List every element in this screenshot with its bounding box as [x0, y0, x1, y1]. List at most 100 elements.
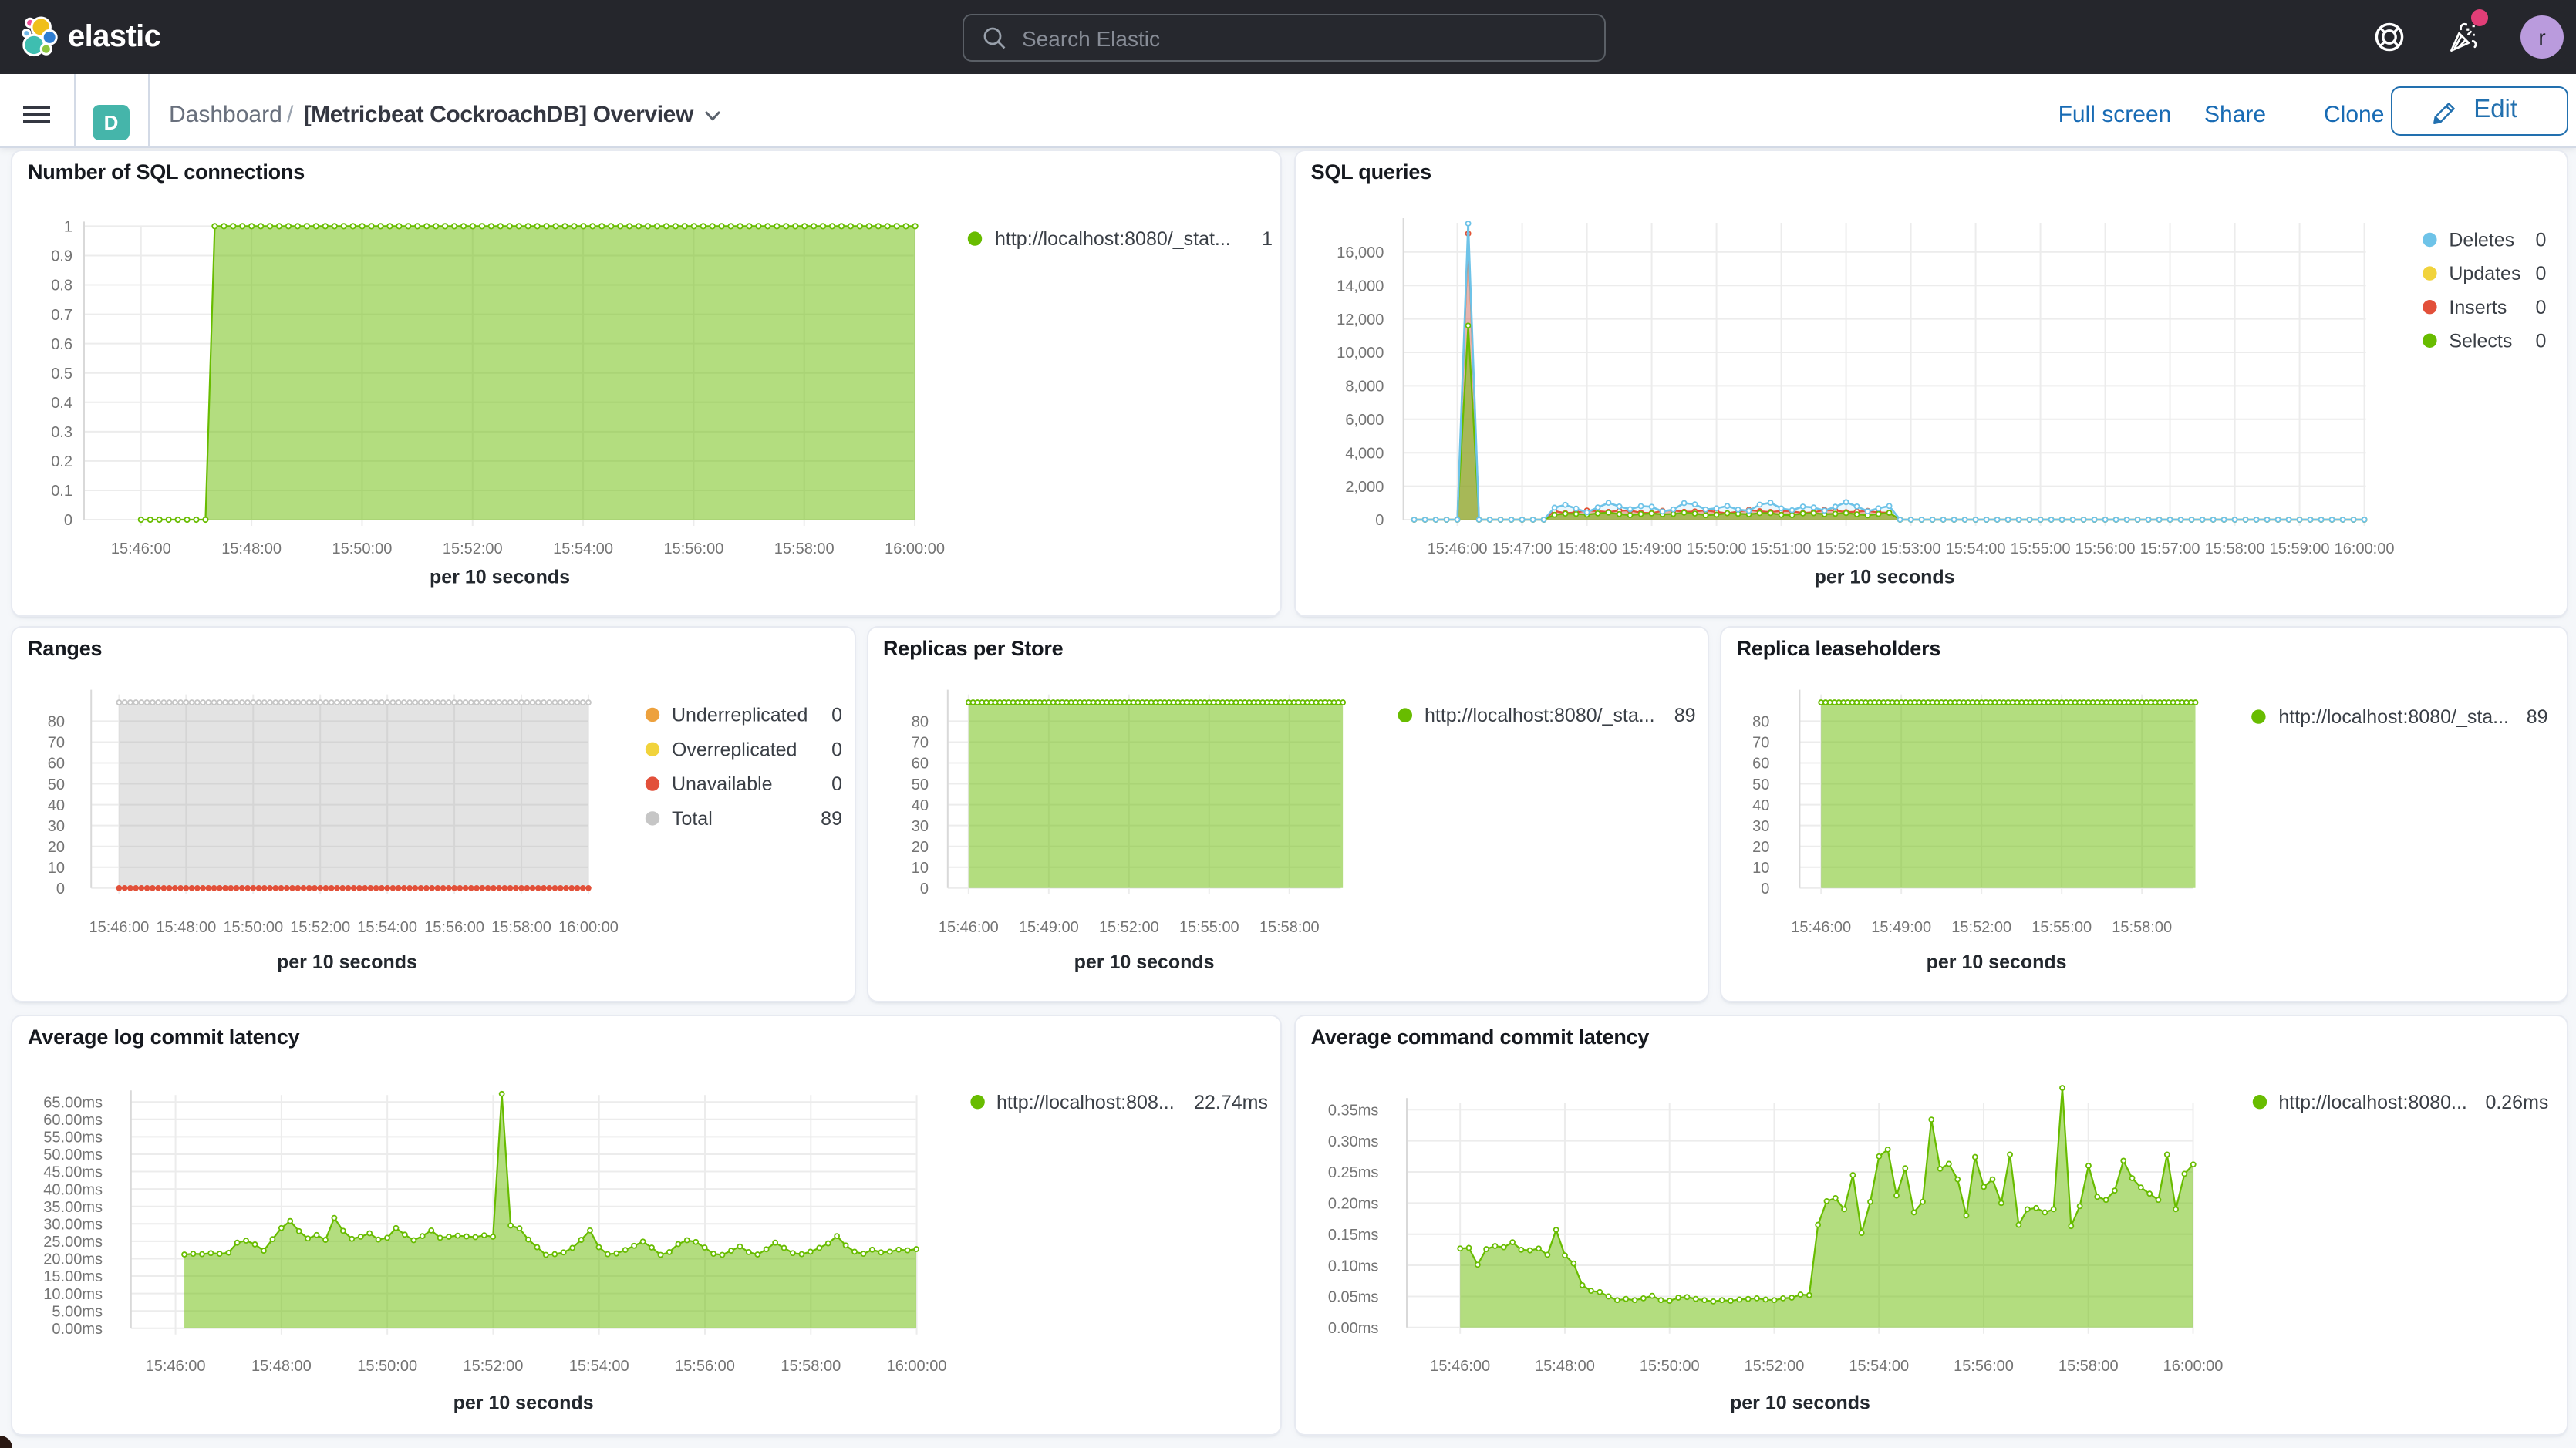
- svg-text:10,000: 10,000: [1337, 344, 1384, 361]
- svg-text:per 10 seconds: per 10 seconds: [453, 1392, 594, 1413]
- svg-text:15:58:00: 15:58:00: [1259, 918, 1319, 935]
- svg-text:40: 40: [911, 796, 928, 813]
- svg-text:15:48:00: 15:48:00: [221, 540, 282, 557]
- svg-text:15:52:00: 15:52:00: [1744, 1358, 1804, 1375]
- svg-text:http://localhost:808...: http://localhost:808...: [996, 1092, 1175, 1113]
- svg-text:0.2: 0.2: [51, 453, 72, 470]
- svg-text:15:58:00: 15:58:00: [781, 1358, 841, 1375]
- svg-text:per 10 seconds: per 10 seconds: [1730, 1392, 1870, 1413]
- svg-text:15:46:00: 15:46:00: [1791, 918, 1851, 935]
- svg-text:50: 50: [1752, 776, 1769, 793]
- svg-text:15:55:00: 15:55:00: [2010, 540, 2070, 557]
- svg-text:16,000: 16,000: [1337, 244, 1384, 261]
- svg-text:30: 30: [911, 817, 928, 834]
- svg-text:0: 0: [2535, 229, 2546, 251]
- svg-text:15:57:00: 15:57:00: [2139, 540, 2200, 557]
- svg-text:10: 10: [1752, 859, 1769, 876]
- svg-text:http://localhost:8080/_stat...: http://localhost:8080/_stat...: [995, 227, 1231, 249]
- svg-text:0: 0: [2535, 329, 2546, 351]
- svg-text:15:50:00: 15:50:00: [332, 540, 393, 557]
- svg-text:70: 70: [911, 734, 928, 751]
- svg-text:15:49:00: 15:49:00: [1621, 540, 1681, 557]
- svg-text:60.00ms: 60.00ms: [43, 1112, 103, 1129]
- svg-text:15:59:00: 15:59:00: [2269, 540, 2329, 557]
- svg-text:15:56:00: 15:56:00: [1954, 1358, 2014, 1375]
- svg-text:15:58:00: 15:58:00: [774, 540, 835, 557]
- svg-text:0: 0: [919, 880, 928, 897]
- svg-text:60: 60: [48, 755, 65, 772]
- svg-text:15:50:00: 15:50:00: [223, 918, 283, 935]
- svg-text:15:54:00: 15:54:00: [357, 918, 417, 935]
- svg-text:89: 89: [2526, 706, 2547, 728]
- svg-text:80: 80: [911, 713, 928, 730]
- svg-text:16:00:00: 16:00:00: [2163, 1358, 2223, 1375]
- svg-text:15:54:00: 15:54:00: [569, 1358, 629, 1375]
- svg-text:15:54:00: 15:54:00: [553, 540, 613, 557]
- svg-text:35.00ms: 35.00ms: [43, 1199, 103, 1216]
- svg-text:15:46:00: 15:46:00: [89, 918, 150, 935]
- svg-text:0: 0: [64, 511, 72, 528]
- svg-text:http://localhost:8080/_sta...: http://localhost:8080/_sta...: [1424, 705, 1654, 726]
- svg-text:per 10 seconds: per 10 seconds: [430, 565, 570, 587]
- svg-text:30.00ms: 30.00ms: [43, 1216, 103, 1233]
- svg-text:15:50:00: 15:50:00: [357, 1358, 417, 1375]
- svg-text:15.00ms: 15.00ms: [43, 1268, 103, 1285]
- svg-text:0.05ms: 0.05ms: [1327, 1288, 1378, 1305]
- svg-text:per 10 seconds: per 10 seconds: [1074, 951, 1214, 972]
- svg-text:15:52:00: 15:52:00: [464, 1358, 524, 1375]
- svg-text:15:50:00: 15:50:00: [1639, 1358, 1699, 1375]
- svg-text:Selects: Selects: [2449, 329, 2512, 351]
- svg-text:60: 60: [1752, 755, 1769, 772]
- svg-text:30: 30: [1752, 817, 1769, 834]
- svg-text:0: 0: [1375, 511, 1384, 528]
- svg-text:15:49:00: 15:49:00: [1871, 918, 1931, 935]
- svg-text:10: 10: [911, 859, 928, 876]
- svg-text:15:56:00: 15:56:00: [424, 918, 484, 935]
- svg-text:Overreplicated: Overreplicated: [672, 739, 797, 760]
- svg-text:0.26ms: 0.26ms: [2485, 1092, 2548, 1113]
- svg-text:http://localhost:8080/_sta...: http://localhost:8080/_sta...: [2278, 706, 2509, 728]
- svg-text:15:55:00: 15:55:00: [1178, 918, 1239, 935]
- svg-text:0.6: 0.6: [51, 335, 72, 352]
- svg-text:Unavailable: Unavailable: [672, 773, 773, 795]
- svg-text:8,000: 8,000: [1345, 378, 1384, 395]
- svg-text:40: 40: [48, 796, 65, 813]
- svg-text:http://localhost:8080...: http://localhost:8080...: [2278, 1092, 2466, 1113]
- svg-text:2,000: 2,000: [1345, 478, 1384, 495]
- svg-text:15:53:00: 15:53:00: [1880, 540, 1940, 557]
- svg-text:40.00ms: 40.00ms: [43, 1181, 103, 1198]
- svg-text:15:46:00: 15:46:00: [111, 540, 171, 557]
- svg-text:15:52:00: 15:52:00: [1951, 918, 2011, 935]
- svg-text:50: 50: [48, 776, 65, 793]
- svg-text:22.74ms: 22.74ms: [1194, 1092, 1268, 1113]
- svg-text:15:46:00: 15:46:00: [938, 918, 998, 935]
- svg-text:Underreplicated: Underreplicated: [672, 704, 808, 726]
- svg-text:0.25ms: 0.25ms: [1327, 1164, 1378, 1181]
- svg-text:15:54:00: 15:54:00: [1945, 540, 2005, 557]
- svg-text:60: 60: [911, 755, 928, 772]
- svg-text:15:58:00: 15:58:00: [2204, 540, 2264, 557]
- svg-text:15:52:00: 15:52:00: [1816, 540, 1876, 557]
- svg-text:20: 20: [48, 838, 65, 855]
- svg-text:0: 0: [56, 880, 65, 897]
- svg-text:15:46:00: 15:46:00: [146, 1358, 206, 1375]
- svg-text:per 10 seconds: per 10 seconds: [1926, 951, 2066, 972]
- svg-text:89: 89: [821, 807, 842, 829]
- svg-text:15:58:00: 15:58:00: [2112, 918, 2172, 935]
- svg-text:0.1: 0.1: [51, 482, 72, 499]
- svg-text:0.30ms: 0.30ms: [1327, 1133, 1378, 1150]
- svg-text:0.15ms: 0.15ms: [1327, 1227, 1378, 1244]
- svg-text:15:52:00: 15:52:00: [290, 918, 350, 935]
- svg-text:6,000: 6,000: [1345, 411, 1384, 428]
- svg-text:15:46:00: 15:46:00: [1427, 540, 1487, 557]
- svg-text:4,000: 4,000: [1345, 444, 1384, 461]
- svg-text:0.4: 0.4: [51, 394, 72, 411]
- svg-text:15:47:00: 15:47:00: [1492, 540, 1552, 557]
- svg-text:15:48:00: 15:48:00: [1556, 540, 1617, 557]
- svg-text:15:58:00: 15:58:00: [491, 918, 551, 935]
- svg-text:20: 20: [1752, 838, 1769, 855]
- svg-text:16:00:00: 16:00:00: [887, 1358, 947, 1375]
- svg-text:15:56:00: 15:56:00: [2075, 540, 2135, 557]
- svg-text:40: 40: [1752, 796, 1769, 813]
- svg-text:Deletes: Deletes: [2449, 229, 2514, 251]
